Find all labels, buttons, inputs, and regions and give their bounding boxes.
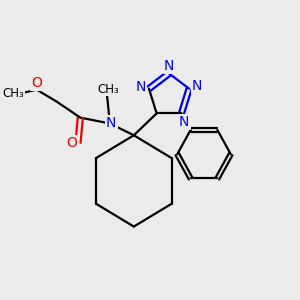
Text: N: N: [192, 79, 202, 93]
Text: N: N: [164, 59, 174, 73]
Text: CH₃: CH₃: [98, 82, 119, 95]
Text: CH₃: CH₃: [2, 87, 24, 100]
Text: N: N: [179, 115, 190, 129]
Text: O: O: [66, 136, 77, 150]
Text: O: O: [31, 76, 42, 90]
Text: N: N: [136, 80, 146, 94]
Text: N: N: [106, 116, 116, 130]
